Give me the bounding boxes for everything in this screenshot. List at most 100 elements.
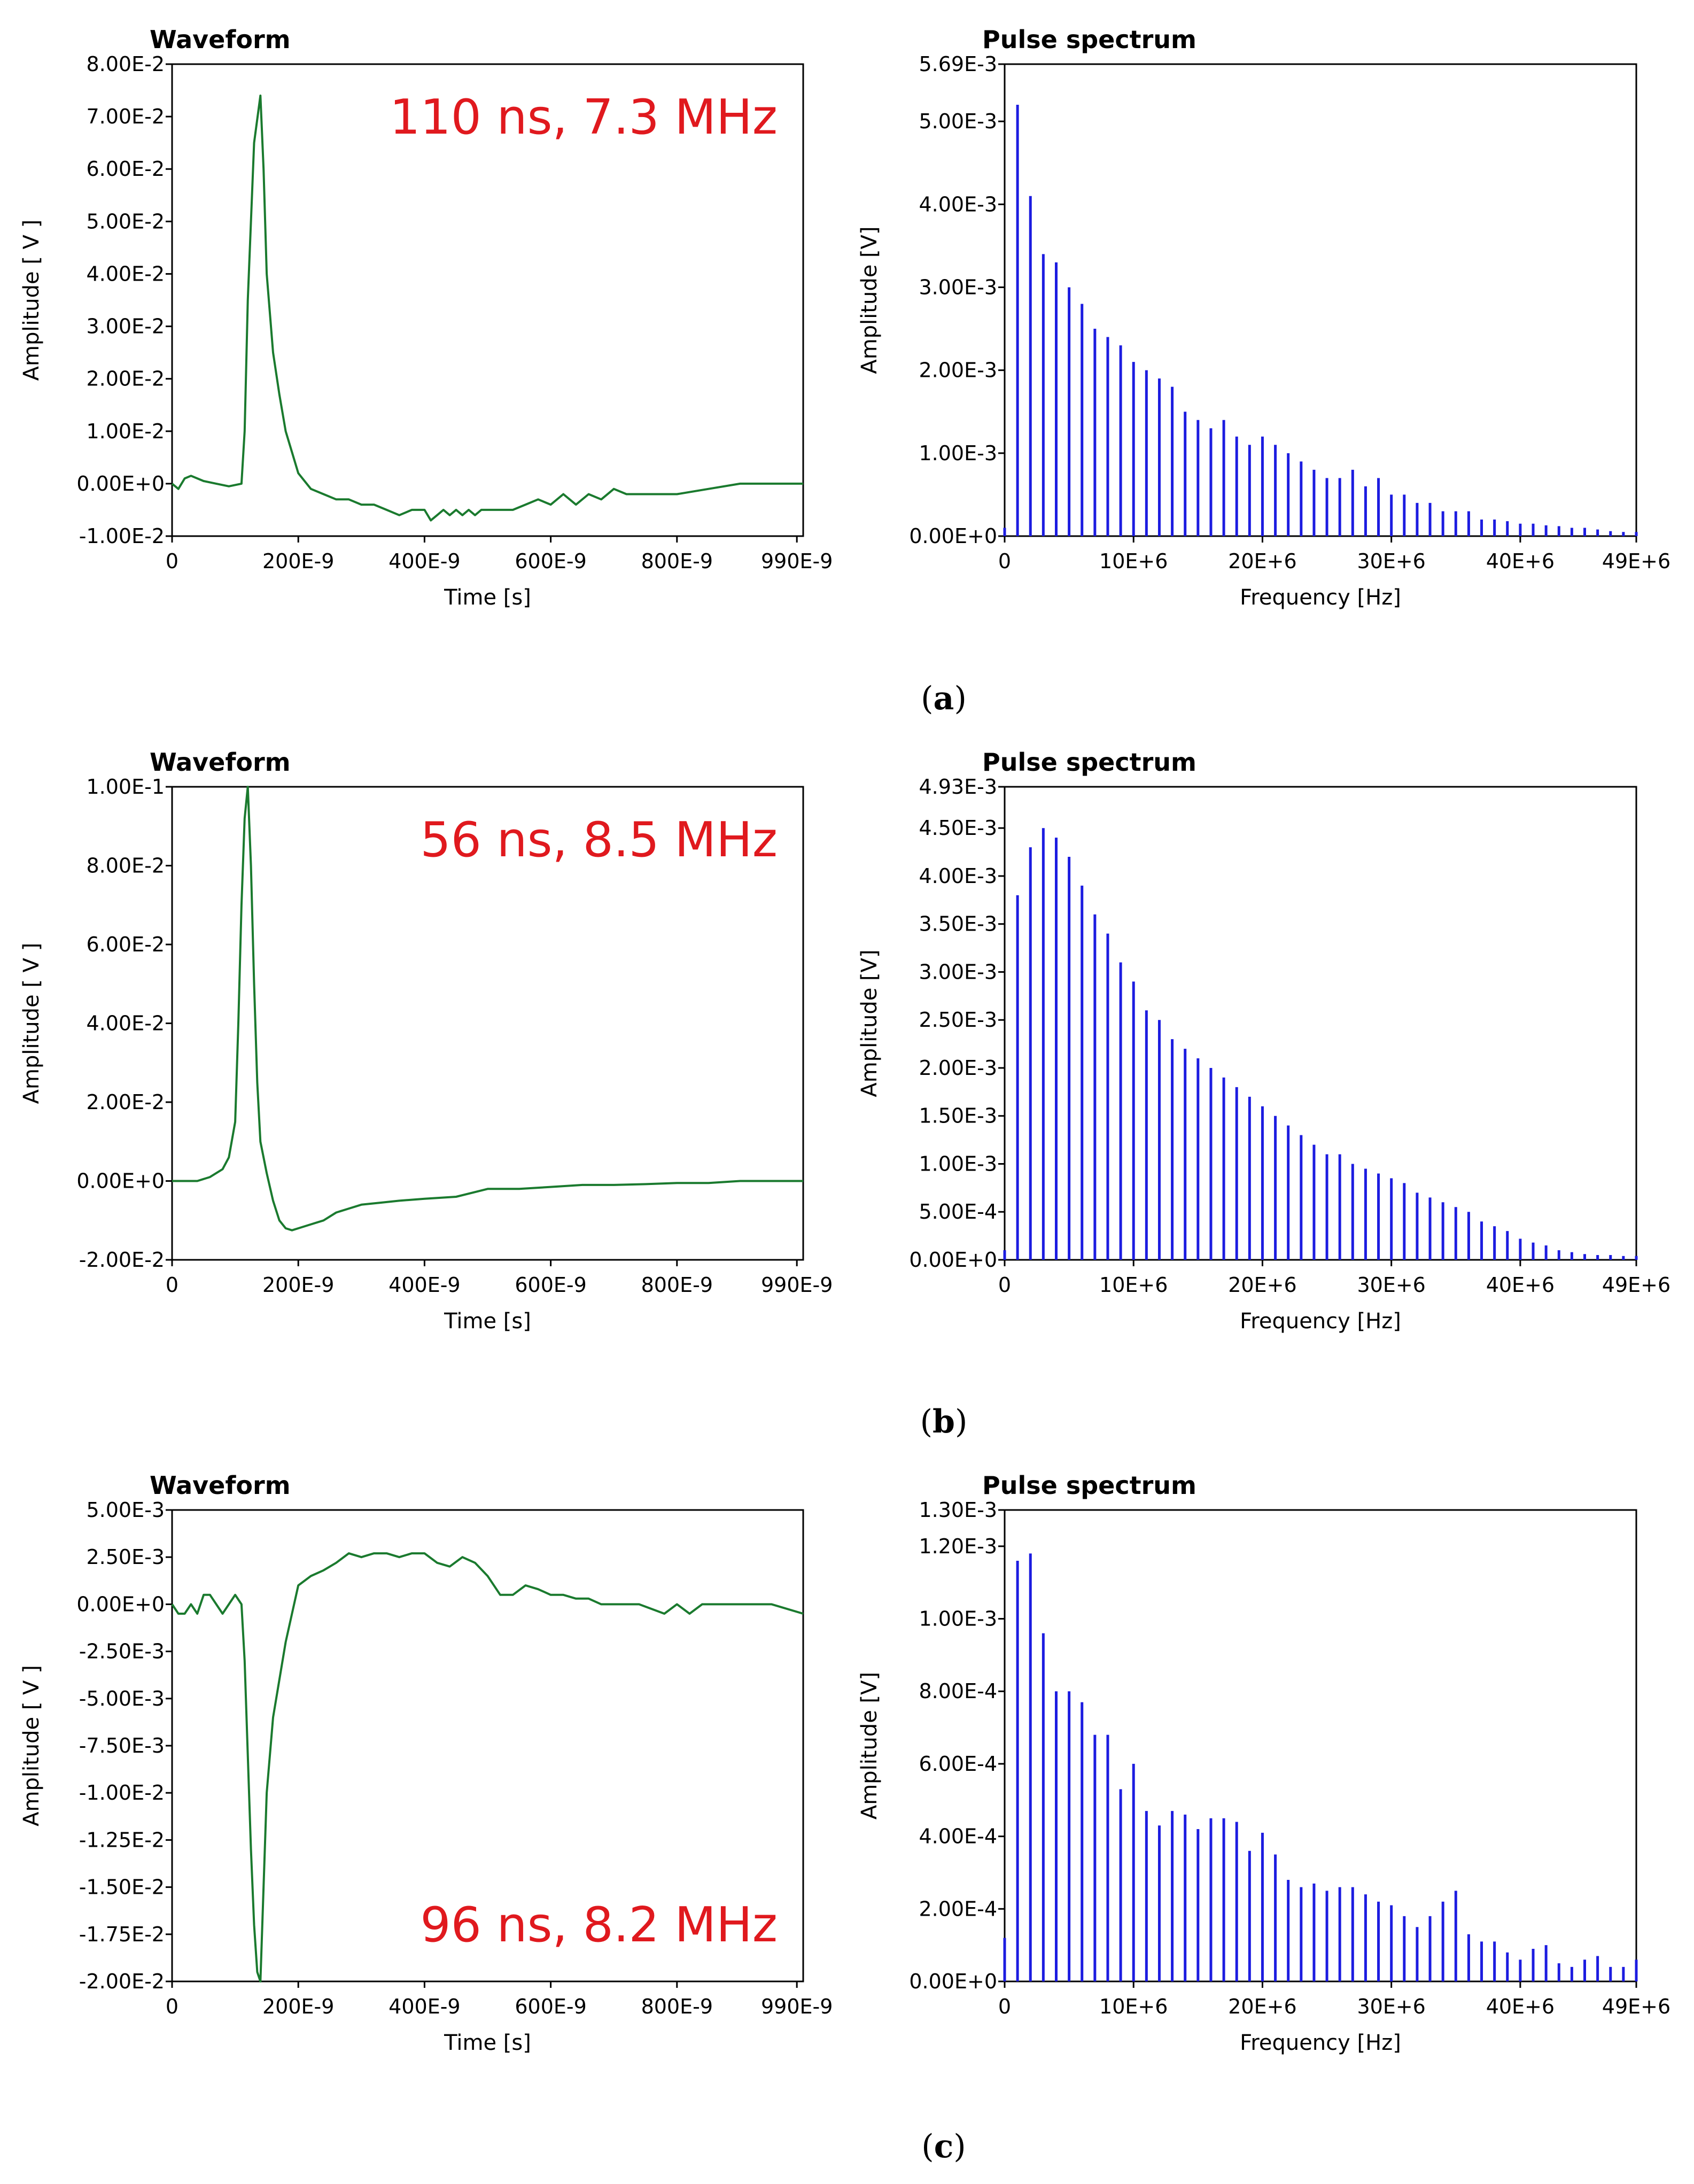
y-tick-label: 1.00E-3 [919, 442, 997, 465]
pulse-annotation: 110 ns, 7.3 MHz [390, 89, 778, 145]
panel-c-waveform-chart: Waveform -2.00E-2 -1.75E-2 -1.50E-2 -1.25E-2… [19, 1471, 833, 2055]
y-tick-label: -5.00E-3 [79, 1687, 165, 1710]
y-tick-label: 6.00E-4 [919, 1752, 997, 1776]
x-tick-label: 600E-9 [515, 1995, 586, 2018]
y-axis-label: Amplitude [ V ] [19, 1665, 44, 1826]
x-tick-label: 0 [998, 1995, 1011, 2018]
x-tick-label: 200E-9 [262, 1273, 334, 1297]
y-tick-label: 4.00E-3 [919, 192, 997, 216]
x-tick-label: 400E-9 [388, 549, 460, 573]
y-tick-label: -1.50E-2 [79, 1876, 165, 1899]
y-tick-label: 2.00E-2 [86, 1090, 165, 1114]
x-tick-label: 800E-9 [641, 549, 713, 573]
x-tick-label: 30E+6 [1357, 549, 1425, 573]
y-tick-label: 3.50E-3 [919, 912, 997, 936]
plot-frame [171, 63, 804, 537]
caption-paren-open: ( [920, 1403, 933, 1440]
y-tick-label: 0.00E+0 [76, 472, 165, 495]
chart-title: Pulse spectrum [982, 25, 1196, 54]
panel-b-spectrum-chart: Pulse spectrum 0.00E+0 5.00E-4 1.00E-3 1.50E… [857, 748, 1670, 1334]
y-axis-label: Amplitude [ V ] [19, 220, 44, 381]
x-tick-label: 0 [998, 1273, 1011, 1297]
x-axis-label: Frequency [Hz] [1240, 2031, 1401, 2055]
y-tick-label: 1.00E-3 [919, 1152, 997, 1175]
plot-frame [1004, 63, 1637, 537]
chart-title: Pulse spectrum [982, 748, 1196, 777]
y-tick-label: 3.00E-3 [919, 960, 997, 983]
panel-a-waveform-chart: Waveform -1.00E-2 0.00E+0 1.00E-2 2.00E-2 3.0… [19, 25, 833, 610]
x-tick-label: 0 [166, 549, 178, 573]
x-tick-label: 40E+6 [1486, 1995, 1555, 2018]
y-tick-label: 0.00E+0 [76, 1592, 165, 1616]
chart-title: Pulse spectrum [982, 1471, 1196, 1500]
y-tick-label: 4.50E-3 [919, 816, 997, 840]
x-tick-label: 30E+6 [1357, 1995, 1425, 2018]
caption-paren-open: ( [921, 2128, 934, 2165]
x-tick-label: 0 [166, 1273, 178, 1297]
y-tick-label: -2.00E-2 [79, 1248, 165, 1272]
panel-a-spectrum-chart: Pulse spectrum 0.00E+0 1.00E-3 2.00E-3 3.00E… [857, 25, 1670, 610]
y-axis-label: Amplitude [V] [857, 1672, 882, 1819]
y-tick-label: 4.00E-4 [919, 1825, 997, 1848]
y-tick-label: 0.00E+0 [909, 1970, 997, 1993]
x-tick-label: 800E-9 [641, 1995, 713, 2018]
waveform-series-line [172, 786, 803, 1232]
y-tick-label: 1.00E-3 [919, 1607, 997, 1631]
caption-letter: c [934, 2128, 954, 2165]
y-tick-label: -7.50E-3 [79, 1734, 165, 1757]
panel-caption-b: (b) [920, 1403, 968, 1440]
y-tick-label: 5.00E-3 [86, 1498, 165, 1522]
y-tick-label: 1.00E-2 [86, 420, 165, 443]
y-tick-label: 6.00E-2 [86, 157, 165, 181]
x-tick-label: 990E-9 [761, 549, 833, 573]
y-tick-label: 4.00E-3 [919, 864, 997, 888]
y-axis-label: Amplitude [V] [857, 226, 882, 374]
chart-title: Waveform [150, 25, 291, 54]
x-tick-label: 600E-9 [515, 549, 586, 573]
y-tick-label: 7.00E-2 [86, 105, 165, 128]
x-tick-label: 400E-9 [388, 1995, 460, 2018]
x-tick-label: 200E-9 [262, 1995, 334, 2018]
y-tick-label: 8.00E-4 [919, 1679, 997, 1703]
x-axis-label: Time [s] [444, 585, 531, 610]
caption-paren-close: ) [954, 680, 966, 717]
y-tick-label: 5.00E-4 [919, 1200, 997, 1223]
x-tick-label: 20E+6 [1228, 1273, 1296, 1297]
x-axis-label: Frequency [Hz] [1240, 1309, 1401, 1334]
x-tick-label: 40E+6 [1486, 1273, 1555, 1297]
x-tick-label: 0 [166, 1995, 178, 2018]
y-tick-label: 4.00E-2 [86, 262, 165, 285]
y-tick-label: 3.00E-3 [919, 275, 997, 299]
x-tick-label: 10E+6 [1099, 549, 1168, 573]
y-tick-label: 2.00E-3 [919, 359, 997, 382]
y-tick-label: 1.50E-3 [919, 1104, 997, 1128]
x-tick-label: 49E+6 [1602, 1995, 1670, 2018]
plot-frame [1004, 786, 1637, 1261]
pulse-annotation: 56 ns, 8.5 MHz [420, 812, 778, 868]
x-tick-label: 20E+6 [1228, 1995, 1296, 2018]
y-tick-label: -2.00E-2 [79, 1970, 165, 1993]
y-tick-label: 0.00E+0 [76, 1170, 165, 1193]
x-tick-label: 400E-9 [388, 1273, 460, 1297]
x-tick-label: 20E+6 [1228, 549, 1296, 573]
y-tick-label: 3.00E-2 [86, 315, 165, 338]
y-tick-label: 6.00E-2 [86, 933, 165, 956]
y-tick-label: -1.25E-2 [79, 1828, 165, 1852]
x-tick-label: 990E-9 [761, 1273, 833, 1297]
x-tick-label: 0 [998, 549, 1011, 573]
y-tick-label: 0.00E+0 [909, 1248, 997, 1272]
x-tick-label: 10E+6 [1099, 1273, 1168, 1297]
caption-paren-close: ) [953, 2128, 966, 2165]
y-tick-label: 5.00E-3 [919, 110, 997, 133]
y-tick-label: 4.93E-3 [919, 775, 997, 799]
y-tick-label: -1.75E-2 [79, 1923, 165, 1946]
panel-c-spectrum-chart: Pulse spectrum 0.00E+0 2.00E-4 4.00E-4 6.00E… [857, 1471, 1670, 2055]
y-tick-label: 2.00E-2 [86, 367, 165, 391]
x-axis-label: Time [s] [444, 1309, 531, 1334]
y-tick-label: 8.00E-2 [86, 854, 165, 878]
waveform-series-line [171, 1552, 804, 1982]
x-tick-label: 600E-9 [515, 1273, 586, 1297]
x-tick-label: 990E-9 [761, 1995, 833, 2018]
y-tick-label: 0.00E+0 [909, 524, 997, 548]
